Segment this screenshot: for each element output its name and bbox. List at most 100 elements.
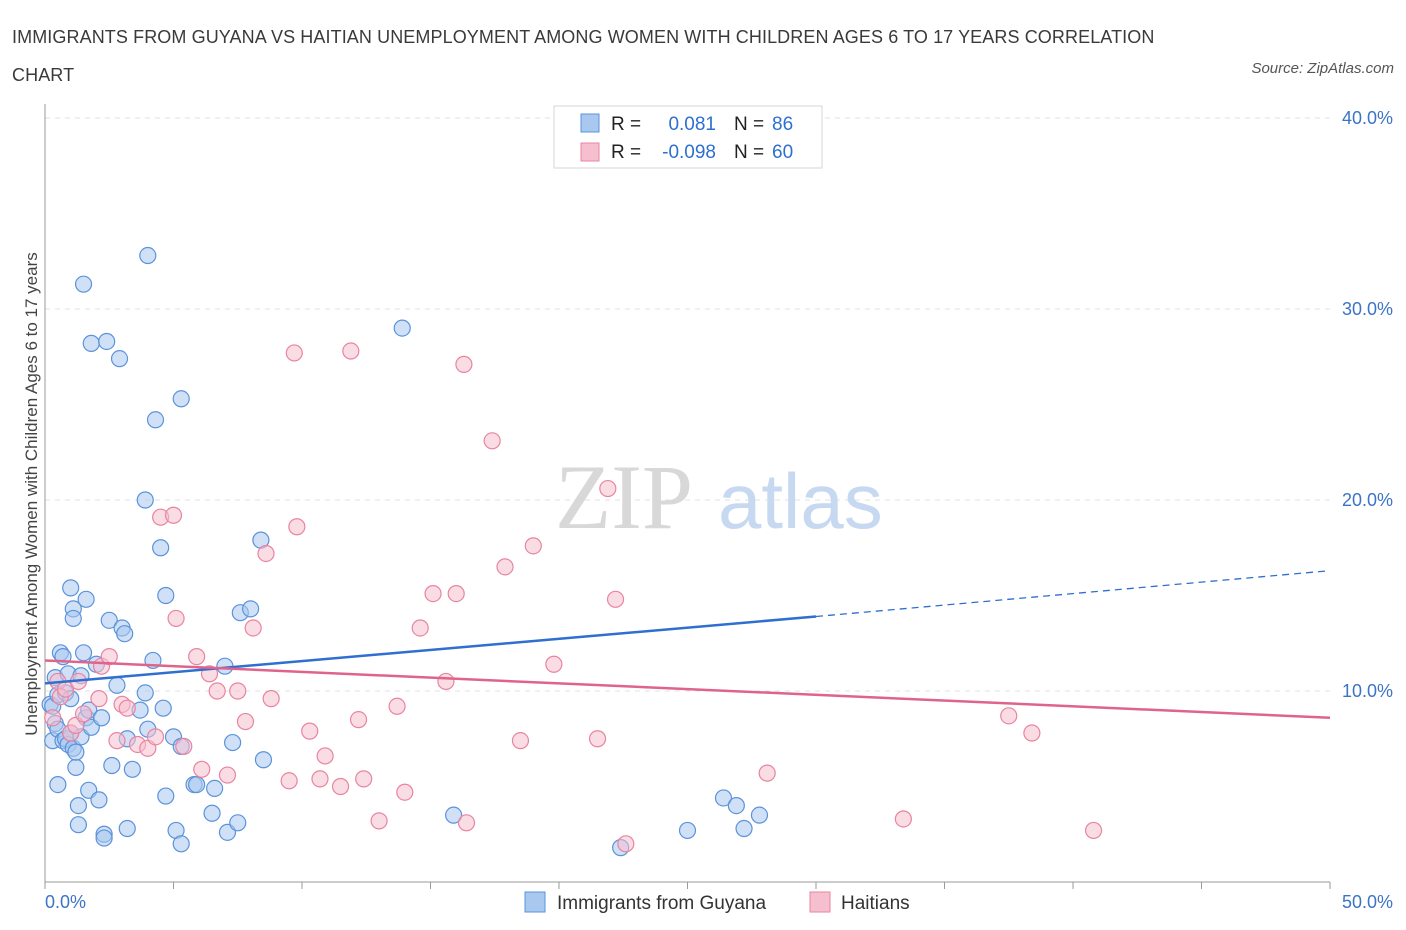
haitian-point: [437, 672, 455, 691]
guyana-point: [445, 806, 463, 824]
trendline-guyana-extension: [815, 570, 1331, 618]
guyana-point: [69, 816, 88, 834]
guyana-point: [139, 246, 157, 265]
guyana-point: [154, 699, 172, 717]
chart-title: IMMIGRANTS FROM GUYANA VS HAITIAN UNEMPL…: [12, 27, 1155, 85]
haitian-point: [244, 619, 262, 637]
guyana-point: [67, 743, 85, 761]
legend-r-value-1: 0.081: [668, 114, 716, 135]
guyana-point: [203, 804, 221, 822]
y-tick-label: 40.0%: [1342, 108, 1393, 128]
haitian-point: [617, 835, 635, 853]
legend-n-value-2: 60: [772, 142, 793, 163]
y-tick-label: 10.0%: [1342, 681, 1393, 701]
y-tick-label: 20.0%: [1342, 490, 1393, 510]
guyana-point: [118, 819, 136, 838]
series-haitians: [44, 342, 1103, 853]
legend-n-label-1: N =: [734, 114, 764, 135]
guyana-point: [188, 775, 206, 794]
haitian-point: [1023, 724, 1041, 742]
axes: [44, 104, 1331, 889]
trend-lines: [44, 570, 1331, 719]
bottom-legend-swatch-guyana: [524, 891, 546, 913]
haitian-point: [44, 709, 62, 727]
haitian-point: [758, 764, 776, 782]
haitian-point: [146, 728, 165, 746]
guyana-point: [103, 756, 121, 775]
haitian-point: [229, 682, 247, 700]
guyana-point: [229, 814, 247, 832]
guyana-point: [172, 835, 190, 853]
legend-n-value-1: 86: [772, 114, 793, 135]
haitian-point: [349, 711, 368, 729]
haitian-point: [411, 619, 429, 637]
guyana-point: [735, 819, 753, 838]
haitian-point: [511, 732, 530, 750]
haitian-point: [285, 344, 303, 362]
guyana-point: [74, 644, 93, 662]
guyana-point: [678, 821, 697, 840]
guyana-point: [254, 751, 273, 769]
haitian-point: [188, 648, 206, 666]
haitian-point: [90, 690, 108, 708]
guyana-point: [77, 590, 95, 608]
legend-n-label-2: N =: [734, 142, 764, 163]
haitian-point: [388, 697, 406, 715]
guyana-point: [90, 791, 108, 809]
tick-labels: 10.0% 20.0% 30.0% 40.0% 0.0% 50.0%: [45, 108, 1393, 912]
zipatlas-watermark: ZIP atlas: [555, 446, 883, 548]
haitian-point: [175, 737, 193, 755]
guyana-point: [95, 829, 113, 847]
haitian-point: [311, 770, 329, 788]
haitian-point: [236, 712, 255, 731]
guyana-point: [152, 539, 170, 557]
haitian-point: [164, 506, 183, 524]
guyana-point: [136, 491, 154, 509]
x-tick-label: 50.0%: [1342, 892, 1393, 912]
watermark-atlas: atlas: [718, 457, 883, 545]
haitian-point: [606, 590, 625, 608]
haitian-point: [331, 777, 350, 796]
haitian-point: [894, 810, 912, 828]
haitian-point: [74, 705, 93, 723]
guyana-point: [62, 579, 80, 597]
guyana-point: [100, 611, 118, 629]
guyana-point: [224, 733, 242, 752]
guyana-point: [92, 709, 111, 727]
haitian-point: [524, 537, 542, 555]
guyana-point: [714, 789, 733, 807]
series-guyana: [41, 246, 769, 857]
bottom-legend-label-haiti: Haitians: [841, 893, 910, 914]
guyana-point: [110, 350, 129, 368]
guyana-point: [49, 775, 67, 794]
haitian-point: [1000, 707, 1018, 725]
haitian-point: [342, 342, 360, 360]
guyana-point: [64, 609, 82, 628]
haitian-point: [108, 732, 126, 750]
bottom-legend-label-guyana: Immigrants from Guyana: [557, 893, 766, 914]
guyana-point: [108, 676, 126, 694]
guyana-point: [136, 684, 154, 702]
y-tick-label: 30.0%: [1342, 299, 1393, 319]
stats-legend: R = 0.081 N = 86 R = -0.098 N = 60: [553, 105, 823, 169]
haitian-point: [218, 766, 237, 784]
legend-swatch-haiti: [580, 142, 600, 162]
haitian-point: [316, 747, 334, 765]
guyana-point: [116, 625, 134, 643]
haitian-point: [301, 722, 319, 740]
haitian-point: [599, 479, 617, 498]
source-credit: Source: ZipAtlas.com: [1251, 60, 1394, 77]
guyana-point: [157, 787, 175, 805]
haitian-point: [262, 690, 280, 708]
haitian-point: [545, 655, 563, 673]
haitian-point: [588, 730, 607, 748]
haitian-point: [118, 699, 136, 717]
haitian-point: [208, 682, 226, 700]
legend-r-label-1: R =: [611, 114, 641, 135]
haitian-point: [100, 648, 118, 666]
haitian-point: [280, 772, 298, 790]
guyana-point: [82, 334, 100, 352]
haitian-point: [496, 558, 514, 576]
guyana-point: [157, 586, 175, 605]
